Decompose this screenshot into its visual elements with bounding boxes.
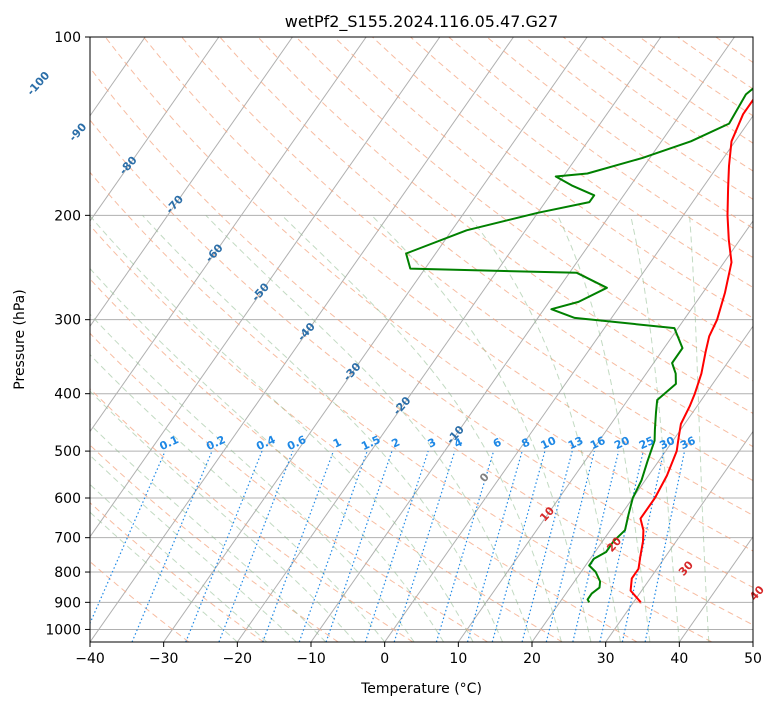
x-tick-label: 10 [449, 651, 467, 667]
mixing-ratio-label: 13 [566, 434, 585, 452]
mixing-ratio-line [491, 450, 546, 642]
dry-adiabat-line [257, 37, 753, 414]
mixing-ratio-line [521, 450, 573, 642]
mixing-ratio-line [90, 450, 166, 625]
x-tick-label: 30 [597, 651, 615, 667]
dry-adiabat-line [90, 67, 753, 588]
mixing-ratio-line [621, 450, 665, 642]
isotherm-line [90, 37, 293, 328]
isotherm-line [752, 641, 753, 642]
moist-adiabat-line [630, 215, 680, 642]
mixing-ratio-label: 36 [678, 434, 698, 452]
isotherm-line [457, 220, 753, 642]
mixing-ratio-label: 16 [588, 434, 608, 452]
mixing-ratio-line [545, 450, 595, 642]
x-tick-label: −40 [75, 651, 105, 667]
moist-adiabat-line [90, 215, 474, 642]
dry-adiabat-line [90, 171, 712, 642]
axes: −40 −30 −20 −10 0 10 20 30 40 50 100 200 300 400 500 60… [45, 30, 762, 667]
dry-adiabat-line [90, 278, 563, 642]
dry-adiabat-line [410, 37, 753, 289]
y-tick-label: 100 [54, 30, 81, 46]
background-lines [0, 37, 775, 642]
isotherm-line [90, 37, 220, 222]
dry-adiabat-label: -100 [24, 69, 52, 98]
x-tick-label: −20 [223, 651, 253, 667]
x-tick-label: −30 [149, 651, 179, 667]
y-tick-label: 600 [54, 491, 81, 507]
x-tick-label: −10 [296, 651, 326, 667]
dewpoint-profile-line [405, 87, 753, 603]
x-tick-label: 20 [523, 651, 541, 667]
x-tick-label: 40 [670, 651, 688, 667]
mixing-ratio-line [131, 450, 213, 642]
isotherm-line [678, 535, 753, 642]
dry-adiabat-line [90, 119, 753, 626]
temperature-profile-line [629, 98, 753, 603]
mixing-ratio-line [325, 450, 393, 642]
mixing-ratio-line [466, 450, 523, 642]
moist-adiabat-line [90, 423, 327, 642]
moist-adiabat-line [90, 267, 445, 642]
moist-adiabat-line [142, 214, 503, 642]
mixing-ratio-line [644, 450, 686, 642]
y-tick-label: 200 [54, 208, 81, 224]
dry-adiabat-line [90, 502, 264, 642]
mixing-ratio-line [599, 450, 644, 642]
moist-adiabat-line [468, 214, 621, 642]
x-tick-label: 50 [744, 651, 762, 667]
isotherm-line [163, 37, 588, 642]
dry-adiabat-line [90, 224, 638, 642]
moist-adiabat-line [90, 454, 297, 642]
y-tick-label: 900 [54, 595, 81, 611]
mixing-ratio-line [364, 450, 429, 642]
moist-adiabat-line [557, 215, 651, 642]
y-tick-label: 500 [54, 444, 81, 460]
dry-adiabat-line [90, 332, 488, 642]
x-tick-label: 0 [380, 651, 389, 667]
isotherm-line [605, 430, 753, 642]
moist-adiabat-line [90, 390, 356, 642]
moist-adiabat-line [689, 215, 710, 642]
dry-adiabat-line [143, 37, 753, 516]
y-tick-label: 300 [54, 313, 81, 329]
dry-adiabat-line [219, 37, 753, 448]
profile-lines [405, 87, 753, 603]
isotherm-line [90, 37, 441, 538]
mixing-ratio-label: 25 [637, 434, 656, 452]
moist-adiabat-line [281, 214, 562, 642]
isotherm-line [0, 37, 72, 642]
y-tick-label: 700 [54, 531, 81, 547]
mixing-ratio-label: 10 [539, 434, 559, 452]
dry-adiabat-line [90, 388, 414, 642]
y-tick-label: 1000 [45, 622, 81, 638]
mixing-ratio-label: 30 [658, 434, 678, 452]
isotherm-line [90, 37, 514, 642]
dry-adiabat-label: -90 [66, 120, 89, 144]
isotherm-line [531, 325, 753, 642]
dry-adiabat-line [754, 37, 775, 642]
isotherm-line [384, 114, 753, 642]
mixing-ratio-line [435, 450, 495, 642]
mixing-ratio-line [393, 450, 456, 642]
x-axis-label: Temperature (°C) [360, 681, 482, 697]
mixing-ratio-line [298, 450, 368, 642]
y-tick-label: 400 [54, 387, 81, 403]
y-tick-label: 800 [54, 565, 81, 581]
plot-background [90, 37, 753, 642]
isotherm-line [90, 37, 367, 433]
mixing-ratio-label: 20 [612, 434, 632, 452]
moist-adiabat-line [90, 483, 268, 642]
plot-frame [89, 36, 754, 643]
isotherm-line [236, 37, 662, 642]
y-axis-label: Pressure (hPa) [12, 289, 28, 389]
mixing-ratio-line [572, 450, 620, 642]
chart-title: wetPf2_S155.2024.116.05.47.G27 [285, 12, 559, 32]
isotherm-line [310, 37, 735, 642]
